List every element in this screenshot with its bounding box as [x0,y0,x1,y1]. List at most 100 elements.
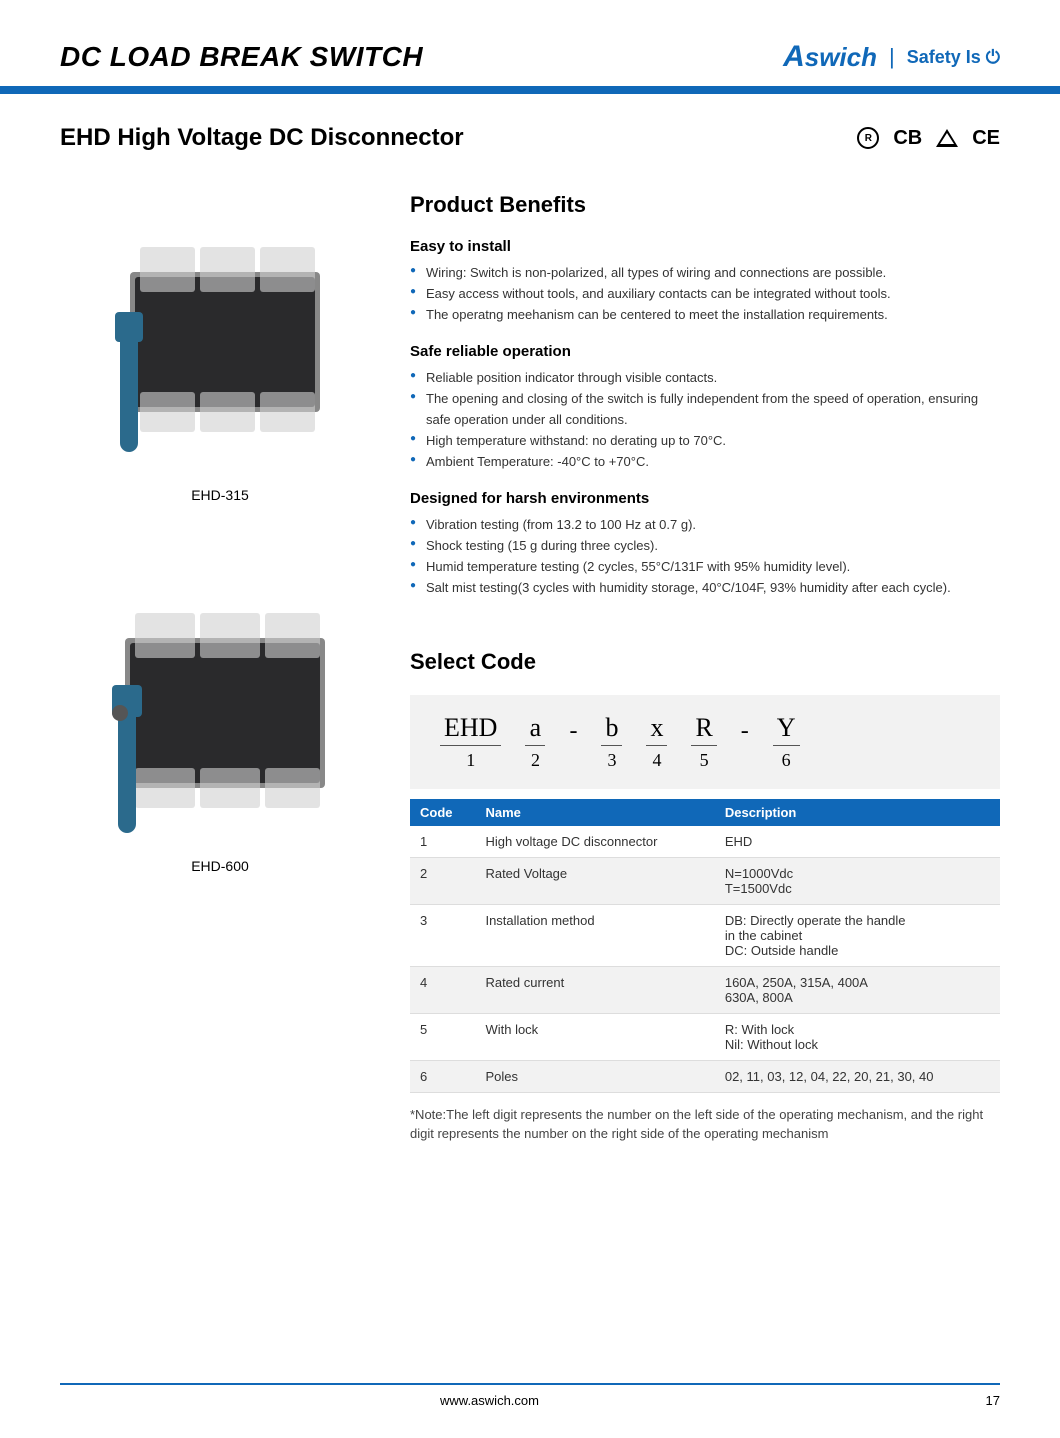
table-row: 5With lockR: With lock Nil: Without lock [410,1013,1000,1060]
left-column: EHD-315 EHD-600 [60,192,380,1144]
code-item: Y6 [773,713,800,771]
code-top: R [691,713,716,746]
benefit-item: Ambient Temperature: -40°C to +70°C. [410,452,1000,473]
table-cell: High voltage DC disconnector [475,826,714,858]
table-header: Description [715,799,1000,826]
sub-title: EHD High Voltage DC Disconnector [60,124,464,152]
code-top: a [525,713,545,746]
footer-url: www.aswich.com [440,1393,539,1408]
code-bot: 6 [773,750,800,771]
table-cell: 4 [410,966,475,1013]
benefit-item: High temperature withstand: no derating … [410,431,1000,452]
benefit-item: Wiring: Switch is non-polarized, all typ… [410,263,1000,284]
code-bot: 1 [440,750,501,771]
rohs-icon: R [857,127,879,149]
right-column: Product Benefits Easy to install Wiring: … [410,192,1000,1144]
footer-divider [60,1383,1000,1385]
benefit-list: Vibration testing (from 13.2 to 100 Hz a… [410,515,1000,598]
page-number: 17 [986,1393,1000,1408]
table-cell: 2 [410,857,475,904]
table-cell: 02, 11, 03, 12, 04, 22, 20, 21, 30, 40 [715,1060,1000,1092]
table-cell: R: With lock Nil: Without lock [715,1013,1000,1060]
code-bot: 2 [525,750,545,771]
product-caption-2: EHD-600 [60,858,380,874]
code-pattern-box: EHD1a2-b3x4R5-Y6 [410,695,1000,789]
table-row: 6Poles02, 11, 03, 12, 04, 22, 20, 21, 30… [410,1060,1000,1092]
page-footer: www.aswich.com 17 [0,1383,1060,1408]
table-cell: Poles [475,1060,714,1092]
code-pattern-row: EHD1a2-b3x4R5-Y6 [440,713,970,771]
benefit-item: Humid temperature testing (2 cycles, 55°… [410,557,1000,578]
code-bot: 3 [601,750,622,771]
benefit-group: Easy to install Wiring: Switch is non-pol… [410,238,1000,325]
table-cell: Rated current [475,966,714,1013]
page-header: DC LOAD BREAK SWITCH Aswich | Safety Is … [60,40,1000,86]
brand-separator: | [889,44,895,70]
benefit-group: Safe reliable operationReliable position… [410,343,1000,472]
product-image-1 [80,192,360,472]
code-dash: - [569,718,577,765]
cb-icon: CB [893,127,922,150]
table-row: 3Installation methodDB: Directly operate… [410,904,1000,966]
code-item: a2 [525,713,545,771]
table-header: Code [410,799,475,826]
table-header-row: CodeNameDescription [410,799,1000,826]
benefit-item: Reliable position indicator through visi… [410,368,1000,389]
benefit-list: Reliable position indicator through visi… [410,368,1000,472]
table-row: 4Rated current160A, 250A, 315A, 400A 630… [410,966,1000,1013]
code-item: b3 [601,713,622,771]
header-title: DC LOAD BREAK SWITCH [60,41,423,73]
benefit-item: The operatng meehanism can be centered t… [410,305,1000,326]
main-content: EHD-315 EHD-600 Product [60,192,1000,1144]
table-cell: With lock [475,1013,714,1060]
table-cell: DB: Directly operate the handle in the c… [715,904,1000,966]
certification-icons: R CB CE [857,127,1000,150]
header-divider [0,86,1060,94]
table-cell: EHD [715,826,1000,858]
code-note: *Note:The left digit represents the numb… [410,1105,1000,1144]
benefit-item: Easy access without tools, and auxiliary… [410,284,1000,305]
code-top: EHD [440,713,501,746]
benefits-title: Product Benefits [410,192,1000,218]
benefit-item: Shock testing (15 g during three cycles)… [410,536,1000,557]
benefit-item: The opening and closing of the switch is… [410,389,1000,431]
table-cell: 6 [410,1060,475,1092]
footer-row: www.aswich.com 17 [60,1393,1000,1408]
code-item: x4 [646,713,667,771]
benefit-item: Vibration testing (from 13.2 to 100 Hz a… [410,515,1000,536]
select-code-section: Select Code EHD1a2-b3x4R5-Y6 CodeNameDes… [410,649,1000,1144]
brand-tagline: Safety Is ⏻ [907,47,1000,68]
code-bot: 4 [646,750,667,771]
benefit-group: Designed for harsh environments Vibration… [410,490,1000,598]
table-header: Name [475,799,714,826]
triangle-icon [936,129,958,147]
table-row: 1High voltage DC disconnectorEHD [410,826,1000,858]
code-bot: 5 [691,750,716,771]
code-table: CodeNameDescription 1High voltage DC dis… [410,799,1000,1093]
code-item: R5 [691,713,716,771]
table-cell: Rated Voltage [475,857,714,904]
select-code-title: Select Code [410,649,1000,675]
table-row: 2Rated VoltageN=1000Vdc T=1500Vdc [410,857,1000,904]
table-cell: 3 [410,904,475,966]
benefit-item: Salt mist testing(3 cycles with humidity… [410,578,1000,599]
ce-icon: CE [972,127,1000,150]
product-caption-1: EHD-315 [60,487,380,503]
table-cell: Installation method [475,904,714,966]
sub-header: EHD High Voltage DC Disconnector R CB CE [60,124,1000,152]
benefit-heading: Designed for harsh environments [410,490,1000,507]
code-item: EHD 1 [440,713,501,771]
benefits-container: Easy to install Wiring: Switch is non-pol… [410,238,1000,599]
benefit-heading: Easy to install [410,238,1000,255]
table-cell: 1 [410,826,475,858]
table-cell: 160A, 250A, 315A, 400A 630A, 800A [715,966,1000,1013]
product-image-2 [80,563,360,843]
code-top: Y [773,713,800,746]
table-body: 1High voltage DC disconnectorEHD2Rated V… [410,826,1000,1093]
code-top: x [646,713,667,746]
table-cell: 5 [410,1013,475,1060]
code-dash: - [741,718,749,765]
table-cell: N=1000Vdc T=1500Vdc [715,857,1000,904]
benefit-list: Wiring: Switch is non-polarized, all typ… [410,263,1000,325]
brand-logo: Aswich [783,40,877,74]
